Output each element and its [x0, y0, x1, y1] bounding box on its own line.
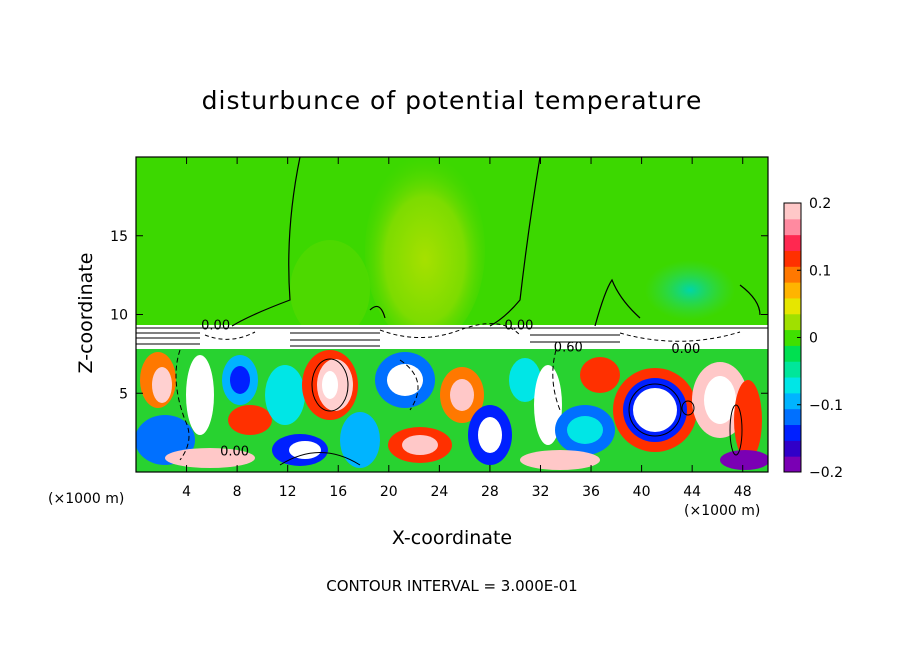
- mixed-layer-contours: [175, 349, 561, 461]
- x-tick-label: 8: [233, 484, 242, 500]
- colorbar-segment: [784, 456, 801, 473]
- colorbar-segment: [784, 408, 801, 426]
- x-tick-label: 12: [279, 484, 297, 500]
- colorbar-tick-label: 0: [809, 331, 818, 347]
- colorbar-tick-label: −0.2: [809, 465, 843, 481]
- colorbar-segment: [784, 329, 801, 346]
- colorbar-segment: [784, 250, 801, 267]
- colorbar-segment: [784, 218, 801, 236]
- mixed-layer-turbulence: [136, 350, 768, 470]
- contour-label: 0.00: [505, 319, 534, 334]
- y-axis-ticks: 5 10 15: [110, 229, 768, 402]
- y-tick-label: 15: [110, 229, 128, 245]
- contour-labels: 0.00 0.00 0.60 0.00 0.00: [201, 319, 700, 460]
- colorbar-segment: [784, 361, 801, 378]
- mixed-layer-solid-contours: [279, 358, 743, 466]
- colorbar-tick-label: −0.1: [809, 398, 843, 414]
- x-tick-label: 36: [582, 484, 600, 500]
- contour-interval-note: CONTOUR INTERVAL = 3.000E-01: [326, 577, 578, 595]
- center-warm-plume: [365, 157, 485, 345]
- x-unit-label-right: (×1000 m): [684, 503, 761, 519]
- x-tick-label: 44: [683, 484, 701, 500]
- colorbar-segment: [784, 203, 801, 220]
- colorbar-tick-label: 0.1: [809, 263, 831, 279]
- x-tick-label: 16: [329, 484, 347, 500]
- x-tick-label: 24: [430, 484, 448, 500]
- inversion-contours: [136, 323, 768, 347]
- colorbar-segment: [784, 345, 801, 362]
- colorbar-segment: [784, 234, 801, 251]
- x-tick-label: 32: [532, 484, 550, 500]
- contour-label: 0.00: [671, 342, 700, 357]
- colorbar-segment: [784, 392, 801, 410]
- colorbar-segment: [784, 313, 801, 331]
- colorbar-segment: [784, 266, 801, 283]
- colorbar-segment: [784, 282, 801, 299]
- colorbar-tick-label: 0.2: [809, 196, 831, 212]
- x-unit-label-left: (×1000 m): [48, 491, 125, 507]
- x-tick-label: 4: [182, 484, 191, 500]
- cold-patch: [645, 260, 735, 320]
- contour-label: 0.60: [554, 341, 583, 356]
- y-tick-label: 10: [110, 308, 128, 324]
- x-tick-label: 28: [481, 484, 499, 500]
- colorbar-segment: [784, 440, 801, 457]
- left-warm-region: [290, 240, 370, 340]
- contour-label: 0.00: [201, 319, 230, 334]
- x-tick-label: 20: [380, 484, 398, 500]
- contour-label: 0.00: [220, 445, 249, 460]
- x-axis-label: X-coordinate: [391, 527, 513, 549]
- y-tick-label: 5: [119, 386, 128, 402]
- x-axis-ticks: 4 8 12 16 20 24 28 32 36 40 44 48: [182, 157, 752, 500]
- colorbar-segment: [784, 424, 801, 441]
- upper-contours: [231, 157, 761, 327]
- colorbar: 0.2 0.1 0 −0.1 −0.2: [783, 196, 843, 481]
- colorbar-segment: [784, 297, 801, 315]
- field-layer: [136, 157, 768, 472]
- colorbar-segment: [784, 377, 801, 394]
- x-tick-label: 40: [633, 484, 651, 500]
- x-tick-label: 48: [734, 484, 752, 500]
- chart-title: disturbunce of potential temperature: [201, 86, 703, 115]
